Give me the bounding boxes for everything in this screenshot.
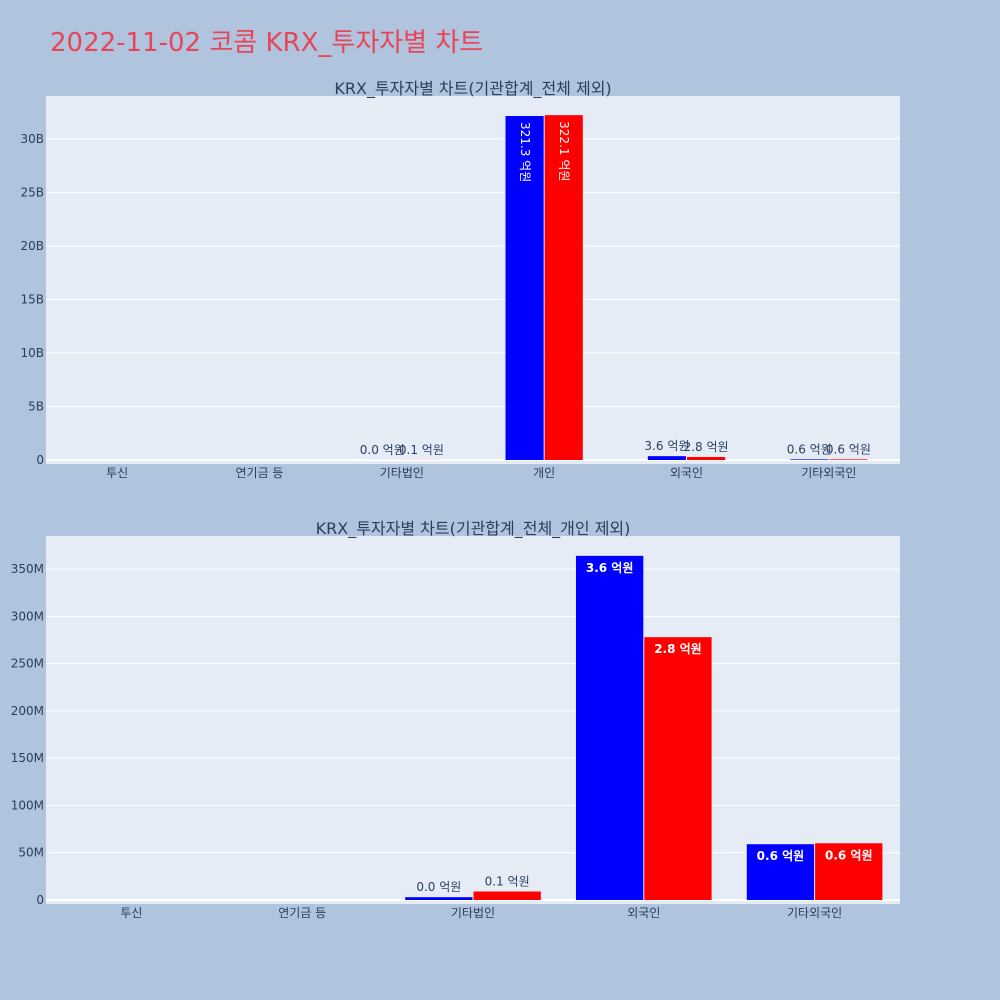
bar — [647, 456, 686, 460]
x-tick-label: 외국인 — [670, 466, 703, 480]
x-tick-label: 기타외국인 — [787, 906, 842, 920]
y-tick-label: 5B — [28, 399, 44, 413]
data-label: 0.1 억원 — [485, 874, 530, 888]
page-title: 2022-11-02 코콤 KRX_투자자별 차트 — [50, 28, 484, 58]
data-label: 0.6 억원 — [825, 848, 873, 862]
bar — [829, 459, 868, 460]
plot-area — [46, 96, 900, 464]
data-label: 0.6 억원 — [757, 849, 805, 863]
y-tick-label: 200M — [11, 704, 44, 718]
data-label: 322.1 억원 — [557, 121, 571, 181]
data-label: 2.8 억원 — [654, 642, 702, 656]
data-label: 0.0 억원 — [416, 880, 461, 894]
x-tick-label: 기타법인 — [451, 906, 495, 920]
y-tick-label: 15B — [20, 292, 44, 306]
x-tick-label: 연기금 등 — [278, 906, 326, 920]
x-tick-label: 투신 — [120, 906, 142, 920]
bar — [746, 844, 815, 900]
chart-title: KRX_투자자별 차트(기관합계_전체_개인 제외) — [316, 519, 631, 539]
x-tick-label: 연기금 등 — [236, 466, 284, 480]
data-label: 0.0 억원 — [360, 443, 405, 457]
bar — [544, 115, 583, 461]
y-tick-label: 250M — [11, 657, 44, 671]
y-tick-label: 25B — [20, 185, 44, 199]
y-tick-label: 350M — [11, 562, 44, 576]
bar — [473, 891, 541, 900]
bar — [505, 116, 544, 461]
y-tick-label: 300M — [11, 609, 44, 623]
y-tick-label: 100M — [11, 798, 44, 812]
data-label: 0.6 억원 — [787, 442, 832, 456]
y-tick-label: 20B — [20, 239, 44, 253]
y-tick-label: 150M — [11, 751, 44, 765]
x-tick-label: 개인 — [533, 466, 555, 480]
bar — [687, 457, 726, 460]
y-tick-label: 10B — [20, 346, 44, 360]
x-tick-label: 외국인 — [627, 906, 660, 920]
y-tick-label: 50M — [18, 846, 44, 860]
data-label: 3.6 억원 — [586, 561, 634, 575]
bar — [405, 897, 473, 900]
y-tick-label: 0 — [36, 893, 44, 907]
plot-area — [46, 536, 900, 904]
data-label: 3.6 억원 — [644, 439, 689, 453]
bar — [815, 843, 883, 900]
x-tick-label: 기타법인 — [380, 466, 424, 480]
data-label: 0.1 억원 — [399, 443, 444, 457]
data-label: 2.8 억원 — [684, 440, 729, 454]
y-tick-label: 30B — [20, 132, 44, 146]
chart-title: KRX_투자자별 차트(기관합계_전체 제외) — [334, 79, 611, 99]
data-label: 0.6 억원 — [826, 442, 871, 456]
bar — [575, 555, 644, 900]
chart-investor-all: 0 5B 10B 15B 20B 25B 30B KRX_투자자별 차트(기관합계_전체 제외… — [20, 79, 900, 480]
bar — [644, 637, 712, 900]
x-tick-label: 투신 — [106, 466, 128, 480]
x-tick-label: 기타외국인 — [801, 466, 856, 480]
bar — [790, 459, 829, 460]
data-label: 321.3 억원 — [518, 122, 532, 182]
y-tick-label: 0 — [36, 453, 44, 467]
